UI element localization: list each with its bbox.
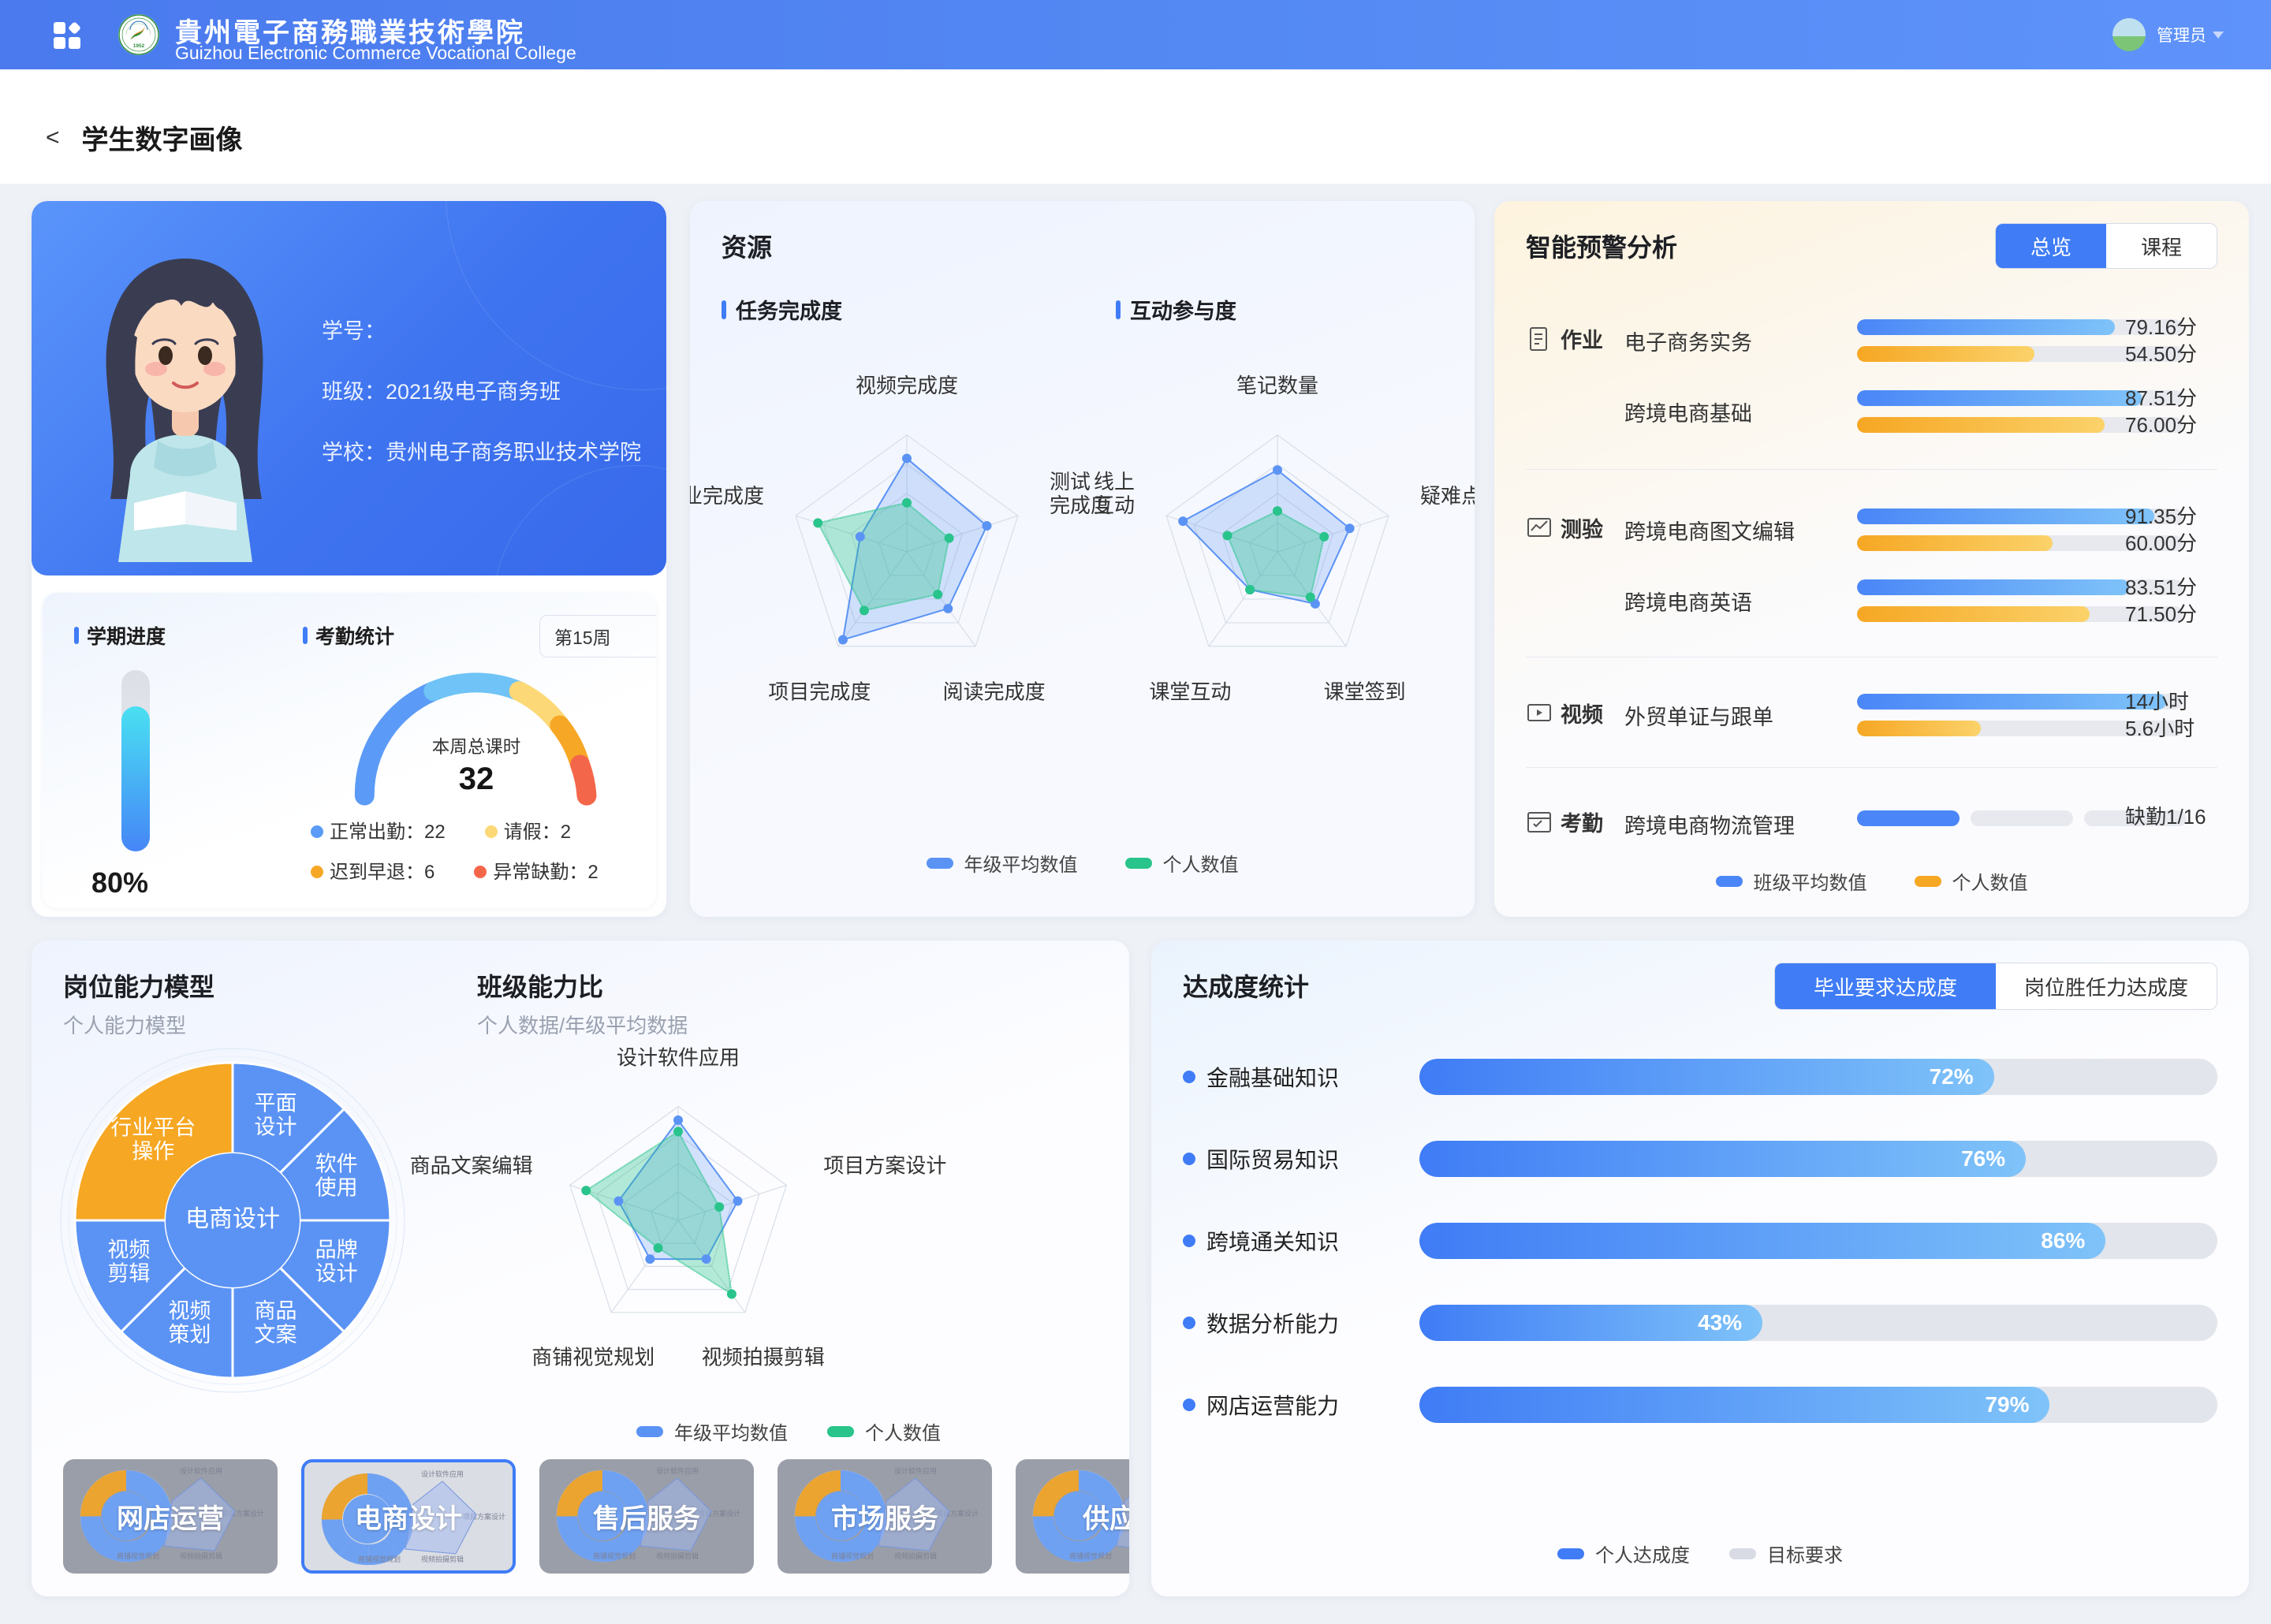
svg-text:作业完成度: 作业完成度 (690, 484, 764, 508)
svg-text:32: 32 (459, 762, 494, 796)
svg-text:电商设计: 电商设计 (185, 1206, 280, 1232)
svg-text:商品: 商品 (255, 1299, 297, 1323)
svg-text:项目方案设计: 项目方案设计 (823, 1153, 946, 1177)
svg-text:设计: 设计 (315, 1262, 358, 1286)
svg-text:阅读完成度: 阅读完成度 (943, 680, 1046, 703)
svg-text:剪辑: 剪辑 (107, 1262, 150, 1286)
svg-text:使用: 使用 (315, 1176, 358, 1200)
svg-text:行业平台: 行业平台 (110, 1116, 196, 1139)
svg-text:文案: 文案 (255, 1323, 297, 1347)
svg-text:线上: 线上 (1094, 470, 1135, 494)
svg-text:设计: 设计 (255, 1115, 297, 1138)
svg-text:平面: 平面 (255, 1091, 297, 1115)
svg-text:策划: 策划 (168, 1323, 211, 1347)
svg-text:疑难点数: 疑难点数 (1420, 484, 1475, 508)
svg-text:测试: 测试 (1050, 470, 1091, 494)
svg-text:项目完成度: 项目完成度 (768, 680, 871, 703)
svg-text:课堂签到: 课堂签到 (1324, 680, 1406, 703)
svg-text:视频: 视频 (168, 1299, 211, 1323)
svg-text:互动: 互动 (1094, 494, 1135, 517)
svg-text:视频完成度: 视频完成度 (856, 374, 958, 397)
svg-text:操作: 操作 (132, 1139, 174, 1163)
svg-text:商品文案编辑: 商品文案编辑 (410, 1153, 533, 1177)
svg-text:1952: 1952 (133, 43, 145, 49)
svg-text:视频拍摄剪辑: 视频拍摄剪辑 (702, 1345, 825, 1369)
svg-text:设计软件应用: 设计软件应用 (617, 1046, 740, 1070)
svg-text:课堂互动: 课堂互动 (1149, 680, 1231, 703)
svg-text:视频: 视频 (107, 1238, 150, 1262)
svg-text:本周总课时: 本周总课时 (432, 737, 521, 757)
svg-text:商铺视觉规划: 商铺视觉规划 (531, 1345, 654, 1369)
svg-text:软件: 软件 (315, 1153, 358, 1176)
svg-text:品牌: 品牌 (315, 1238, 358, 1262)
svg-text:笔记数量: 笔记数量 (1236, 374, 1318, 397)
